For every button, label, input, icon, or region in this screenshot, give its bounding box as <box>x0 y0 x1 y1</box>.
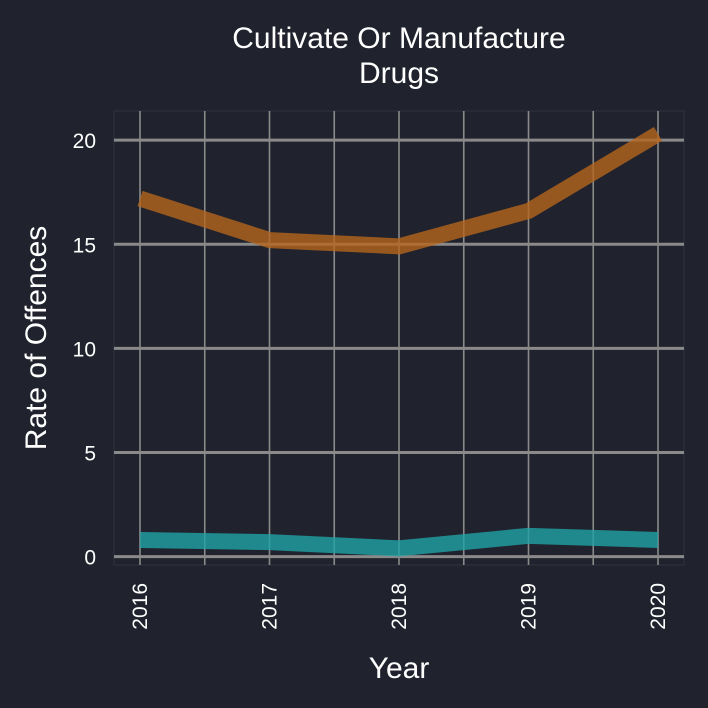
chart-title-line-2: Drugs <box>359 57 439 90</box>
y-tick-labels: 0 5 10 15 20 <box>73 130 96 570</box>
y-tick-label: 0 <box>84 547 96 570</box>
x-tick-label: 2019 <box>518 583 541 630</box>
y-tick-label: 10 <box>73 338 96 361</box>
x-tick-label: 2018 <box>388 583 411 630</box>
x-tick-label: 2016 <box>129 583 152 630</box>
y-tick-label: 15 <box>73 234 96 257</box>
series-layer <box>137 127 663 557</box>
y-tick-label: 5 <box>84 443 96 466</box>
chart-title-line-1: Cultivate Or Manufacture <box>232 22 565 55</box>
series-line-2 <box>139 527 659 557</box>
x-axis-title: Year <box>369 652 430 685</box>
y-axis-title: Rate of Offences <box>20 226 53 451</box>
y-tick-label: 20 <box>73 130 96 153</box>
x-tick-label: 2020 <box>647 583 670 630</box>
series-line-1 <box>137 127 663 255</box>
grid-layer <box>114 111 684 565</box>
x-tick-labels: 2016 2017 2018 2019 2020 <box>129 583 670 630</box>
x-tick-label: 2017 <box>259 583 282 630</box>
